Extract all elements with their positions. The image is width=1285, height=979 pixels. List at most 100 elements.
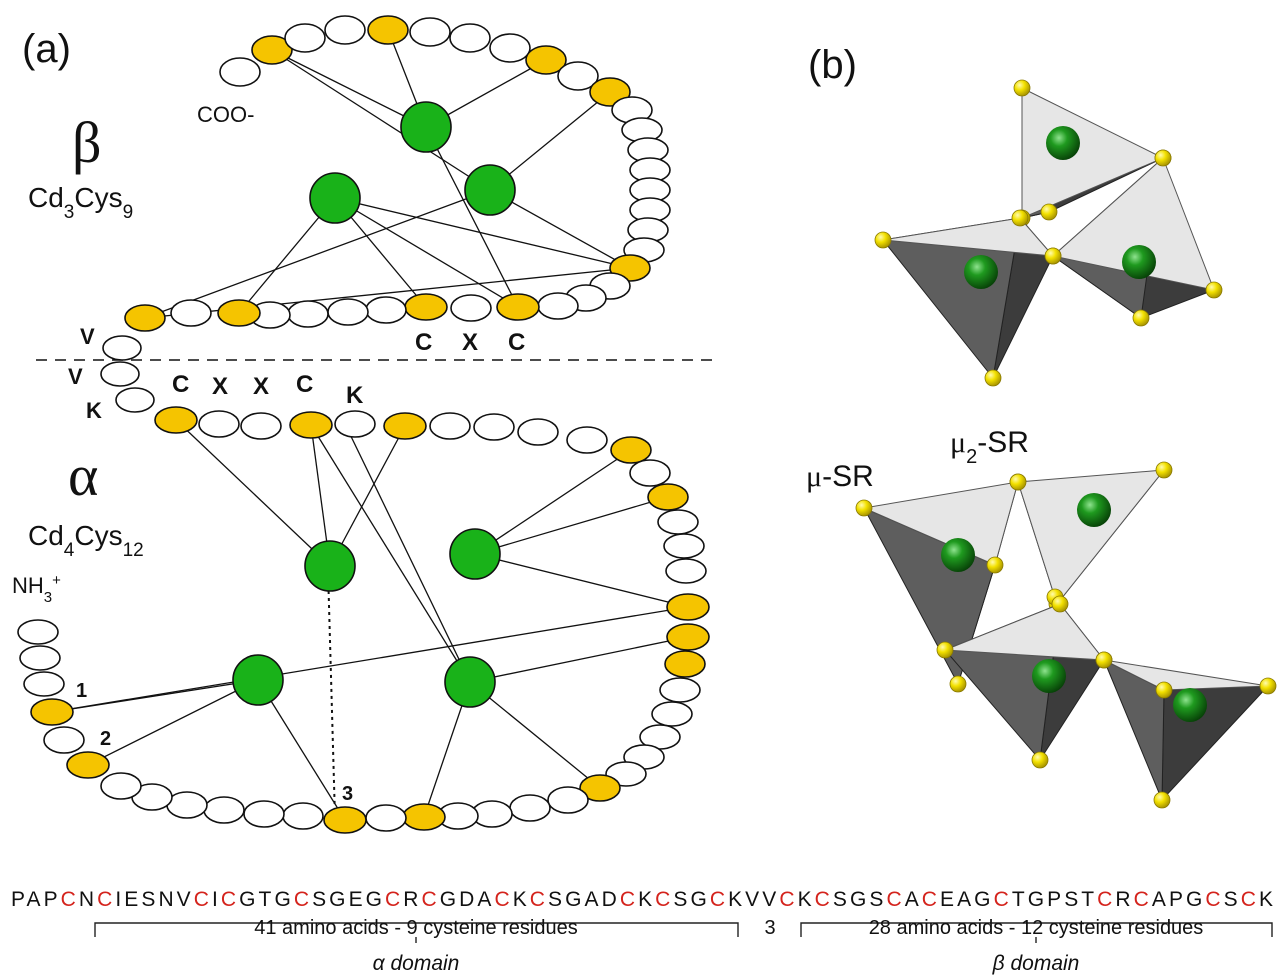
coordination-bond <box>425 126 519 308</box>
sequence-segment: A <box>905 888 919 911</box>
alpha-symbol: α <box>68 443 98 508</box>
upper-motif: C X C <box>415 329 525 356</box>
amino-acid-residue <box>659 677 701 703</box>
motif-letter: C <box>296 371 313 398</box>
n-terminus-label: NH3+ <box>12 572 61 606</box>
cadmium-ion <box>400 101 452 153</box>
sequence-segment: IESNV <box>115 888 190 911</box>
amino-acid-residue <box>284 23 326 53</box>
sequence-segment: K <box>798 888 812 911</box>
coordination-bond <box>51 606 689 713</box>
motif-letter: C <box>415 329 432 356</box>
cluster-polyhedra <box>855 79 1277 809</box>
amino-acid-residue <box>166 791 208 819</box>
sulfur-atom <box>1013 79 1031 97</box>
amino-acid-residue <box>473 413 515 441</box>
coordination-bond <box>474 553 689 608</box>
amino-acid-residue <box>365 804 407 832</box>
sulfur-atom <box>1154 149 1172 167</box>
amino-acid-sequence: PAP C N C IESNV C I C GTG C SGEG C R C GDA C K C SGAD C K C SG… <box>11 888 1273 911</box>
sequence-cysteine: C <box>1205 888 1220 911</box>
cadmium-ion <box>304 540 356 592</box>
coordination-bond <box>257 679 346 821</box>
amino-acid-residue <box>23 671 65 697</box>
amino-acid-residue <box>517 418 559 446</box>
coordination-bond <box>271 49 427 128</box>
sequence-segment: K <box>513 888 527 911</box>
sulfur-atom <box>1259 677 1277 695</box>
cadmium-ion <box>232 654 284 706</box>
alpha-domain-label: α domain <box>373 952 460 975</box>
sequence-segment: SG <box>673 888 706 911</box>
cluster-bonds <box>51 29 689 821</box>
sequence-segment: TGPST <box>1012 888 1094 911</box>
coordination-bond <box>469 636 689 683</box>
coordination-bond <box>469 681 601 789</box>
cdS4-tetrahedron <box>855 473 1027 693</box>
sulfur-atom <box>1095 651 1113 669</box>
cdS4-tetrahedron <box>936 595 1113 769</box>
sequence-segment: N <box>79 888 94 911</box>
sulfur-atom <box>1153 791 1171 809</box>
sulfur-atom <box>986 556 1004 574</box>
sequence-segment: EAG <box>940 888 991 911</box>
bridging-contact-dotted <box>327 569 336 819</box>
amino-acid-residue <box>629 459 671 487</box>
cys-number: 3 <box>342 783 353 805</box>
cdS4-tetrahedron <box>1013 79 1172 227</box>
amino-acid-residue <box>102 335 142 361</box>
cadmium-ion <box>309 172 361 224</box>
cysteine-residue <box>610 436 652 464</box>
residue-chain <box>17 15 710 834</box>
cysteine-residue <box>154 406 198 434</box>
sequence-segment: I <box>212 888 218 911</box>
sequence-cysteine: C <box>779 888 794 911</box>
cysteine-residue <box>251 35 293 65</box>
amino-acid-residue <box>327 298 369 326</box>
motif-letter: K <box>346 382 364 409</box>
amino-acid-residue <box>509 794 551 822</box>
cys-number: 1 <box>76 680 87 702</box>
sequence-cysteine: C <box>494 888 509 911</box>
alpha-cluster-label: Cd4Cys12 <box>28 520 144 561</box>
amino-acid-residue <box>334 410 376 438</box>
lower-motif: C X X C K <box>172 371 364 409</box>
sequence-cysteine: C <box>221 888 236 911</box>
sulfur-atom <box>1009 473 1027 491</box>
coordination-bond <box>51 679 259 713</box>
beta-bracket <box>800 922 1273 937</box>
sulfur-atom <box>855 499 873 517</box>
amino-acid-residue <box>243 800 285 828</box>
panel-b-label: (b) <box>808 43 857 87</box>
amino-acid-residue <box>429 412 471 440</box>
amino-acid-residue <box>219 57 261 87</box>
sequence-segment: KVV <box>728 888 776 911</box>
sequence-cysteine: C <box>194 888 209 911</box>
coordination-bond <box>329 425 406 567</box>
sequence-cysteine: C <box>1134 888 1149 911</box>
sequence-segment: R <box>403 888 418 911</box>
sequence-cysteine: C <box>1241 888 1256 911</box>
cysteine-residue <box>367 15 409 45</box>
amino-acid-residue <box>287 300 329 328</box>
amino-acid-residue <box>100 361 140 387</box>
beta-domain-label: β domain <box>992 952 1080 975</box>
amino-acid-residue <box>282 802 324 830</box>
amino-acid-residue <box>17 619 59 645</box>
amino-acid-residue <box>449 23 491 53</box>
amino-acid-residue <box>450 294 492 322</box>
sequence-cysteine: C <box>710 888 725 911</box>
sequence-separator: 3 <box>764 917 775 939</box>
coordination-bond <box>144 189 491 319</box>
cysteine-residue <box>496 293 540 321</box>
coordination-bond <box>175 419 331 567</box>
sulfur-atom <box>984 369 1002 387</box>
sulfur-atom <box>1011 209 1029 227</box>
sequence-segment: S <box>1224 888 1238 911</box>
amino-acid-residue <box>170 299 212 327</box>
cadmium-ions <box>232 101 516 708</box>
sequence-cysteine: C <box>294 888 309 911</box>
cadmium-sphere <box>1173 688 1207 722</box>
sequence-segment: GDA <box>440 888 492 911</box>
cysteine-residue <box>579 774 621 802</box>
